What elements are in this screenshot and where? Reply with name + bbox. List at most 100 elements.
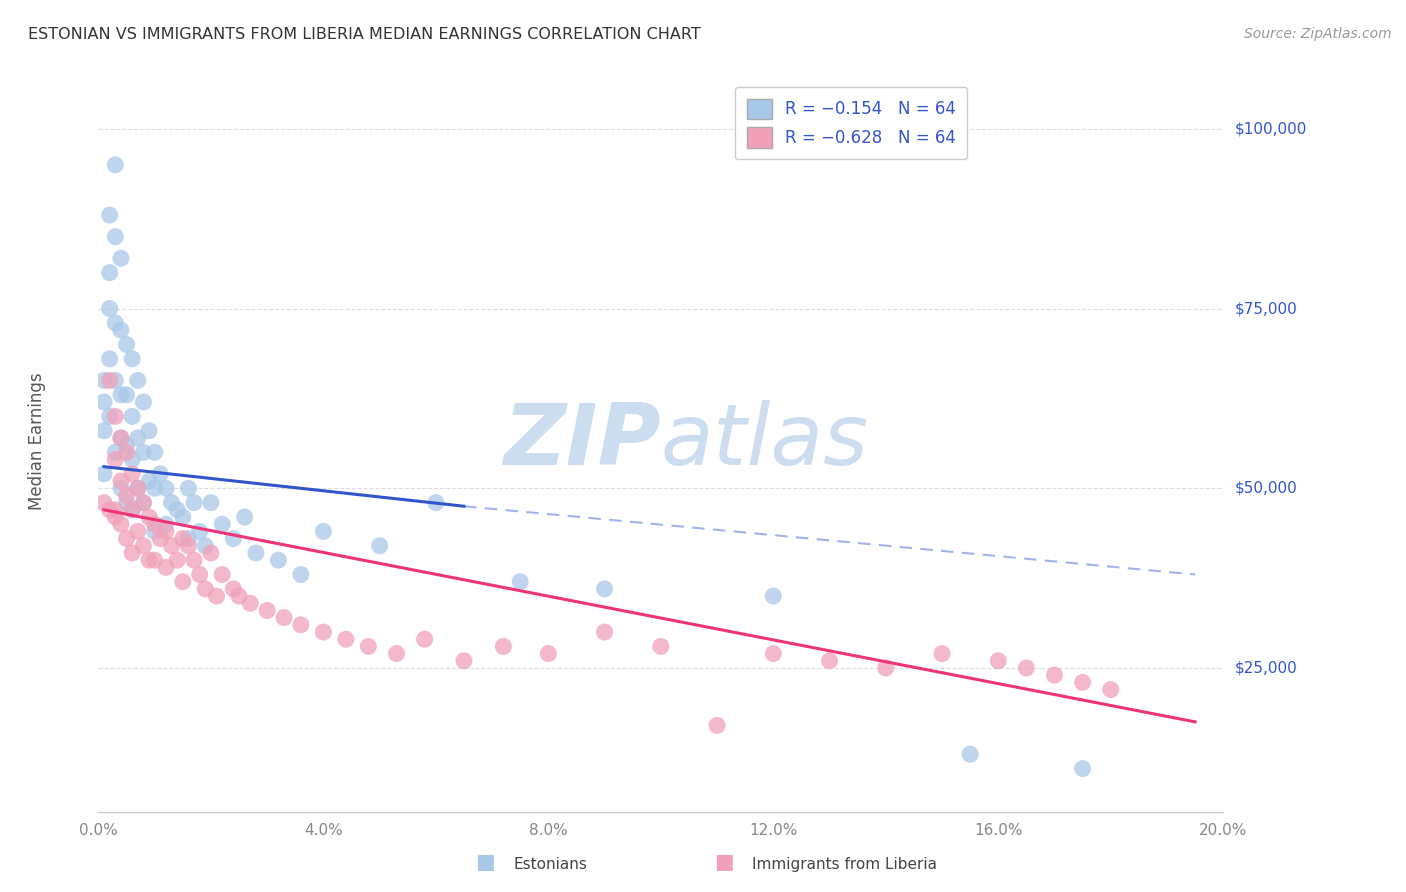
Point — [115, 488, 138, 502]
Point — [138, 553, 160, 567]
Point — [357, 640, 380, 654]
Point — [138, 424, 160, 438]
Point — [205, 589, 228, 603]
Point — [110, 388, 132, 402]
Point — [290, 567, 312, 582]
Point — [239, 596, 262, 610]
Point — [413, 632, 436, 647]
Point — [93, 395, 115, 409]
Point — [155, 524, 177, 539]
Point — [593, 625, 616, 640]
Point — [121, 503, 143, 517]
Point — [127, 481, 149, 495]
Point — [110, 252, 132, 266]
Point — [194, 582, 217, 596]
Point — [166, 503, 188, 517]
Point — [127, 374, 149, 388]
Point — [492, 640, 515, 654]
Point — [177, 532, 200, 546]
Point — [160, 539, 183, 553]
Text: Source: ZipAtlas.com: Source: ZipAtlas.com — [1244, 27, 1392, 41]
Point — [1099, 682, 1122, 697]
Point — [110, 323, 132, 337]
Point — [211, 517, 233, 532]
Point — [110, 431, 132, 445]
Point — [110, 431, 132, 445]
Text: $25,000: $25,000 — [1234, 660, 1298, 675]
Legend: R = −0.154   N = 64, R = −0.628   N = 64: R = −0.154 N = 64, R = −0.628 N = 64 — [735, 87, 967, 160]
Point — [267, 553, 290, 567]
Point — [1071, 675, 1094, 690]
Point — [200, 495, 222, 509]
Text: ■: ■ — [475, 853, 495, 872]
Text: Immigrants from Liberia: Immigrants from Liberia — [752, 857, 938, 872]
Point — [93, 424, 115, 438]
Point — [121, 546, 143, 560]
Point — [194, 539, 217, 553]
Point — [155, 560, 177, 574]
Point — [138, 510, 160, 524]
Point — [149, 532, 172, 546]
Point — [233, 510, 256, 524]
Point — [104, 409, 127, 424]
Point — [115, 495, 138, 509]
Point — [132, 395, 155, 409]
Point — [138, 474, 160, 488]
Point — [183, 553, 205, 567]
Text: Estonians: Estonians — [513, 857, 588, 872]
Point — [143, 445, 166, 459]
Point — [160, 495, 183, 509]
Point — [593, 582, 616, 596]
Point — [211, 567, 233, 582]
Point — [104, 452, 127, 467]
Point — [98, 409, 121, 424]
Point — [228, 589, 250, 603]
Text: $75,000: $75,000 — [1234, 301, 1298, 316]
Point — [312, 625, 335, 640]
Point — [172, 510, 194, 524]
Point — [706, 718, 728, 732]
Point — [98, 301, 121, 316]
Point — [115, 445, 138, 459]
Point — [222, 582, 245, 596]
Point — [155, 517, 177, 532]
Point — [1071, 762, 1094, 776]
Point — [290, 617, 312, 632]
Point — [93, 467, 115, 481]
Text: Median Earnings: Median Earnings — [28, 373, 45, 510]
Point — [127, 481, 149, 495]
Point — [104, 445, 127, 459]
Point — [121, 452, 143, 467]
Point — [149, 467, 172, 481]
Text: $100,000: $100,000 — [1234, 121, 1306, 136]
Point — [245, 546, 267, 560]
Point — [273, 610, 295, 624]
Point — [959, 747, 981, 762]
Point — [115, 388, 138, 402]
Text: ■: ■ — [714, 853, 734, 872]
Point — [143, 524, 166, 539]
Point — [875, 661, 897, 675]
Point — [453, 654, 475, 668]
Point — [200, 546, 222, 560]
Point — [183, 495, 205, 509]
Point — [98, 208, 121, 222]
Point — [115, 438, 138, 452]
Point — [509, 574, 531, 589]
Point — [121, 351, 143, 366]
Point — [132, 445, 155, 459]
Text: ESTONIAN VS IMMIGRANTS FROM LIBERIA MEDIAN EARNINGS CORRELATION CHART: ESTONIAN VS IMMIGRANTS FROM LIBERIA MEDI… — [28, 27, 700, 42]
Point — [98, 503, 121, 517]
Point — [762, 589, 785, 603]
Text: atlas: atlas — [661, 400, 869, 483]
Point — [93, 495, 115, 509]
Point — [172, 532, 194, 546]
Point — [931, 647, 953, 661]
Point — [335, 632, 357, 647]
Point — [110, 474, 132, 488]
Point — [132, 495, 155, 509]
Point — [93, 374, 115, 388]
Point — [188, 567, 211, 582]
Point — [155, 481, 177, 495]
Point — [143, 481, 166, 495]
